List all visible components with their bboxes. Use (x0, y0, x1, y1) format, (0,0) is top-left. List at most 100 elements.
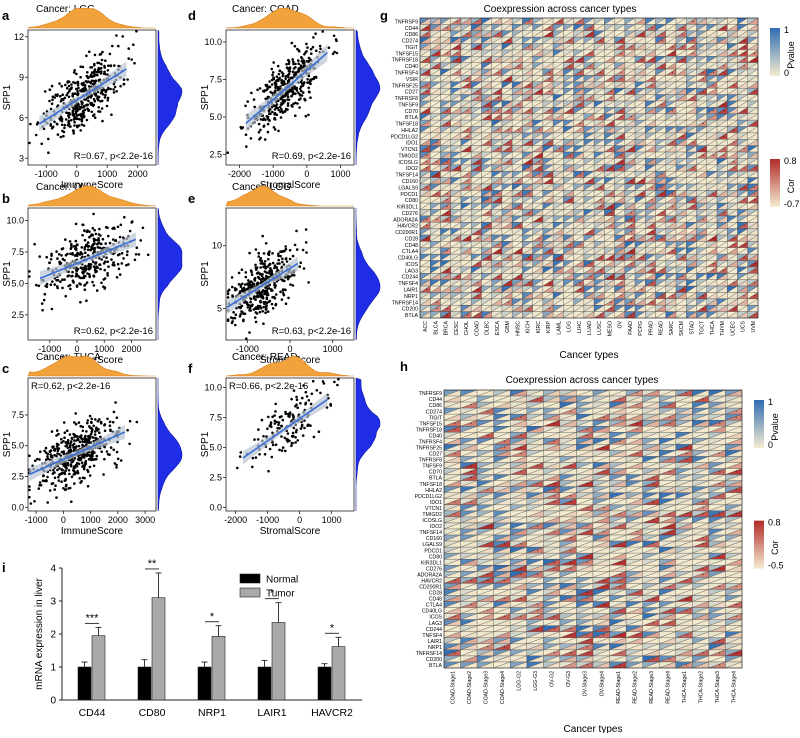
scatter-point (94, 262, 97, 265)
scatter-point (69, 240, 72, 243)
scatter-point (81, 234, 84, 237)
scatter-point (104, 430, 107, 433)
scatter-point (88, 454, 91, 457)
scatter-point (240, 126, 243, 129)
scatter-point (113, 264, 116, 267)
scatter-point (133, 62, 136, 65)
y-density-b (158, 208, 182, 340)
scatter-point (262, 435, 265, 438)
scatter-point (117, 254, 120, 257)
scatter-point (333, 35, 336, 38)
scatter-point (46, 283, 49, 286)
scatter-point (136, 246, 139, 249)
scatter-point (91, 281, 94, 284)
chart-title-g: Coexpression across cancer types (484, 4, 637, 15)
scatter-point (96, 289, 99, 292)
scatter-point (312, 380, 315, 383)
scatter-point (267, 116, 270, 119)
y-tick-label-e: 5 (217, 304, 222, 314)
scatter-point (82, 66, 85, 69)
scatter-point (82, 272, 85, 275)
scatter-point (271, 79, 274, 82)
scatter-point (273, 118, 276, 121)
scatter-point (85, 55, 88, 58)
y-tick-label-a: 12 (14, 32, 24, 42)
scatter-point (99, 100, 102, 103)
scatter-point (89, 474, 92, 477)
scatter-point (93, 240, 96, 243)
y-axis-label-a: SPP1 (2, 84, 13, 110)
y-tick-label-f: 2.5 (209, 472, 222, 482)
scatter-point (62, 440, 65, 443)
scatter-point (94, 418, 97, 421)
scatter-point (112, 421, 115, 424)
scatter-point (312, 46, 315, 49)
scatter-point (46, 476, 49, 479)
scatter-point (248, 309, 251, 312)
x-tick-label-a: 1000 (97, 169, 117, 179)
scatter-point (64, 124, 67, 127)
scatter-point (296, 102, 299, 105)
scatter-point (75, 223, 78, 226)
scatter-point (103, 71, 106, 74)
scatter-point (68, 449, 71, 452)
scatter-point (279, 70, 282, 73)
scatter-point (275, 443, 278, 446)
scatter-point (281, 81, 284, 84)
scatter-point (110, 65, 113, 68)
scatter-point (90, 433, 93, 436)
scatter-panel-b: -10000100020002.55.07.510.0ImmuneScoreSP… (2, 186, 182, 366)
scatter-point (119, 236, 122, 239)
scatter-point (265, 275, 268, 278)
scatter-point (266, 294, 269, 297)
scatter-point (101, 120, 104, 123)
scatter-point (107, 69, 110, 72)
scatter-point (282, 111, 285, 114)
scatter-point (52, 446, 55, 449)
scatter-point (92, 425, 95, 428)
scatter-point (274, 297, 277, 300)
scatter-point (255, 311, 258, 314)
scatter-point (255, 248, 258, 251)
scatter-point (50, 258, 53, 261)
scatter-point (329, 403, 332, 406)
scatter-point (289, 66, 292, 69)
scatter-point (287, 432, 290, 435)
scatter-point (268, 86, 271, 89)
scatter-point (284, 110, 287, 113)
scatter-point (38, 255, 41, 258)
scatter-point (116, 416, 119, 419)
scatter-point (288, 60, 291, 63)
scatter-point (335, 38, 338, 41)
scatter-point (68, 96, 71, 99)
scatter-point (248, 331, 251, 334)
scatter-point (283, 250, 286, 253)
scatter-point (254, 298, 257, 301)
scatter-point (269, 267, 272, 270)
x-tick-label-a: 2000 (128, 169, 148, 179)
scatter-point (100, 92, 103, 95)
scatter-point (295, 230, 298, 233)
scatter-point (258, 295, 261, 298)
y-tick-label-e: 10 (212, 241, 222, 251)
scatter-point (68, 120, 71, 123)
scatter-point (294, 441, 297, 444)
scatter-point (106, 105, 109, 108)
scatter-point (75, 445, 78, 448)
scatter-point (65, 485, 68, 488)
scatter-point (288, 73, 291, 76)
scatter-point (297, 59, 300, 62)
scatter-point (267, 258, 270, 261)
scatter-point (258, 123, 261, 126)
scatter-point (94, 267, 97, 270)
scatter-point (60, 254, 63, 257)
scatter-point (246, 100, 249, 103)
scatter-point (80, 90, 83, 93)
scatter-point (41, 302, 44, 305)
scatter-point (139, 239, 142, 242)
scatter-point (268, 119, 271, 122)
correlation-annotation-f: R=0.66, p<2.2e-16 (229, 381, 308, 392)
scatter-point (69, 446, 72, 449)
y-axis-label-c: SPP1 (2, 431, 13, 457)
scatter-point (100, 67, 103, 70)
